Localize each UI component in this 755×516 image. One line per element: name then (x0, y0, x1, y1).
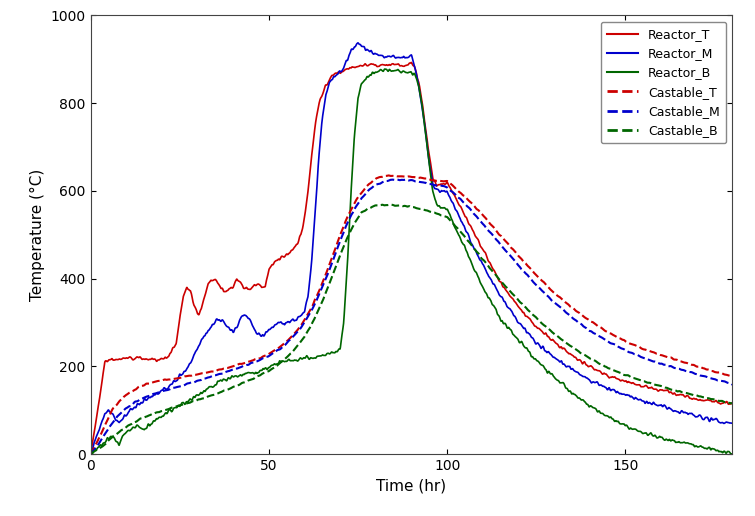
Reactor_B (727, 451, 736, 457)
Castable_B (709, 396, 718, 402)
Reactor_T (710, 399, 719, 405)
Reactor_T (86, 450, 95, 457)
Legend: Reactor_T, Reactor_M, Reactor_B, Castable_T, Castable_M, Castable_B: Reactor_T, Reactor_M, Reactor_B, Castabl… (600, 22, 726, 143)
Castable_T (592, 321, 601, 328)
Reactor_M (728, 420, 737, 426)
Castable_M (401, 176, 410, 183)
Reactor_B (86, 449, 95, 456)
Reactor_B (728, 450, 737, 457)
Reactor_M (710, 416, 719, 423)
Reactor_B (381, 66, 390, 72)
Y-axis label: Temperature (°C): Temperature (°C) (30, 169, 45, 301)
Castable_T (709, 368, 718, 375)
Line: Castable_T: Castable_T (91, 175, 732, 454)
Castable_M (381, 178, 390, 184)
Reactor_B (399, 68, 408, 74)
Reactor_M (86, 451, 95, 457)
Reactor_B (710, 446, 719, 452)
Castable_M (398, 177, 407, 183)
Castable_M (86, 450, 95, 457)
Castable_T (381, 173, 390, 179)
Line: Reactor_T: Reactor_T (91, 62, 732, 454)
Castable_T (728, 374, 737, 380)
Reactor_M (709, 416, 718, 423)
Reactor_M (119, 415, 128, 421)
Castable_B (381, 202, 390, 208)
Castable_M (710, 376, 719, 382)
Reactor_M (381, 54, 390, 60)
Castable_B (710, 396, 719, 402)
Reactor_B (709, 446, 718, 452)
Castable_B (592, 359, 601, 365)
Castable_T (86, 451, 95, 457)
Reactor_T (381, 62, 390, 68)
Castable_T (710, 368, 719, 375)
Reactor_M (353, 40, 362, 46)
Line: Reactor_M: Reactor_M (91, 43, 732, 454)
Castable_T (119, 394, 128, 400)
Line: Reactor_B: Reactor_B (91, 69, 732, 454)
Reactor_B (592, 406, 601, 412)
Castable_B (86, 451, 95, 457)
Reactor_T (709, 399, 718, 405)
Reactor_T (728, 399, 737, 406)
Reactor_T (398, 63, 407, 69)
Reactor_M (399, 54, 408, 60)
X-axis label: Time (hr): Time (hr) (377, 478, 446, 493)
Line: Castable_B: Castable_B (91, 205, 732, 454)
Reactor_T (119, 355, 128, 361)
Castable_T (399, 173, 408, 180)
Castable_M (592, 331, 601, 337)
Reactor_B (119, 432, 128, 438)
Castable_T (384, 172, 393, 179)
Castable_B (399, 203, 408, 209)
Reactor_T (592, 367, 601, 373)
Castable_B (728, 400, 737, 407)
Castable_B (119, 426, 128, 432)
Line: Castable_M: Castable_M (91, 180, 732, 454)
Castable_M (119, 408, 128, 414)
Reactor_M (592, 379, 601, 385)
Castable_B (387, 202, 396, 208)
Castable_M (709, 376, 718, 382)
Castable_M (728, 382, 737, 388)
Reactor_T (407, 59, 416, 66)
Reactor_B (381, 66, 390, 72)
